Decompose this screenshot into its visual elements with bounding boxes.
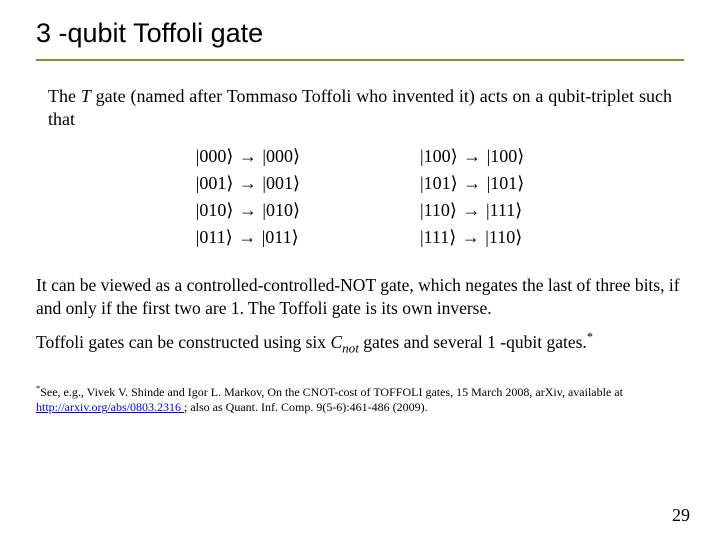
ket-to: |111⟩ [486, 200, 522, 220]
title-underline [36, 59, 684, 61]
ket-from: |111⟩ [420, 227, 456, 247]
mapping-row: |011⟩ → |011⟩ [196, 227, 300, 248]
mapping-row: |000⟩ → |000⟩ [196, 146, 300, 167]
ket-from: |010⟩ [196, 200, 234, 220]
arrow-icon: → [461, 227, 481, 247]
desc2-prefix: Toffoli gates can be constructed using s… [36, 331, 330, 351]
mapping-row: |100⟩ → |100⟩ [420, 146, 524, 167]
intro-paragraph: The T gate (named after Tommaso Toffoli … [48, 85, 672, 130]
arrow-icon: → [461, 200, 481, 220]
ket-from: |110⟩ [420, 200, 457, 220]
ket-from: |101⟩ [420, 173, 458, 193]
mapping-col-right: |100⟩ → |100⟩|101⟩ → |101⟩|110⟩ → |111⟩|… [420, 146, 524, 254]
ket-from: |011⟩ [196, 227, 233, 247]
footnote-post: ; also as Quant. Inf. Comp. 9(5-6):461-4… [184, 400, 428, 414]
arrow-icon: → [462, 173, 482, 193]
ket-to: |100⟩ [487, 146, 525, 166]
arrow-icon: → [238, 146, 258, 166]
desc2-star: * [587, 330, 593, 344]
mapping-row: |001⟩ → |001⟩ [196, 173, 300, 194]
description-1: It can be viewed as a controlled-control… [36, 274, 684, 320]
footnote: *See, e.g., Vivek V. Shinde and Igor L. … [36, 384, 684, 416]
ket-from: |100⟩ [420, 146, 458, 166]
page-number: 29 [672, 505, 690, 526]
cnot-sub: not [342, 340, 359, 355]
mapping-row: |111⟩ → |110⟩ [420, 227, 524, 248]
ket-to: |101⟩ [487, 173, 525, 193]
arrow-icon: → [238, 200, 258, 220]
footnote-pre: See, e.g., Vivek V. Shinde and Igor L. M… [40, 385, 623, 399]
ket-to: |110⟩ [485, 227, 522, 247]
ket-to: |001⟩ [262, 173, 300, 193]
ket-from: |000⟩ [196, 146, 234, 166]
footnote-link[interactable]: http://arxiv.org/abs/0803.2316 [36, 400, 184, 414]
mapping-row: |010⟩ → |010⟩ [196, 200, 300, 221]
arrow-icon: → [237, 227, 257, 247]
desc2-suffix: gates and several 1 -qubit gates. [359, 331, 587, 351]
arrow-icon: → [462, 146, 482, 166]
arrow-icon: → [238, 173, 258, 193]
mapping-col-left: |000⟩ → |000⟩|001⟩ → |001⟩|010⟩ → |010⟩|… [196, 146, 300, 254]
description-2: Toffoli gates can be constructed using s… [36, 330, 684, 356]
page-title: 3 -qubit Toffoli gate [36, 18, 684, 49]
mapping-row: |101⟩ → |101⟩ [420, 173, 524, 194]
mapping-row: |110⟩ → |111⟩ [420, 200, 524, 221]
ket-to: |010⟩ [262, 200, 300, 220]
gate-symbol: T [81, 86, 91, 106]
cnot-base: C [330, 331, 342, 351]
intro-prefix: The [48, 86, 81, 106]
intro-suffix: gate (named after Tommaso Toffoli who in… [48, 86, 672, 129]
ket-to: |011⟩ [262, 227, 299, 247]
ket-to: |000⟩ [262, 146, 300, 166]
ket-from: |001⟩ [196, 173, 234, 193]
mapping-columns: |000⟩ → |000⟩|001⟩ → |001⟩|010⟩ → |010⟩|… [36, 146, 684, 254]
